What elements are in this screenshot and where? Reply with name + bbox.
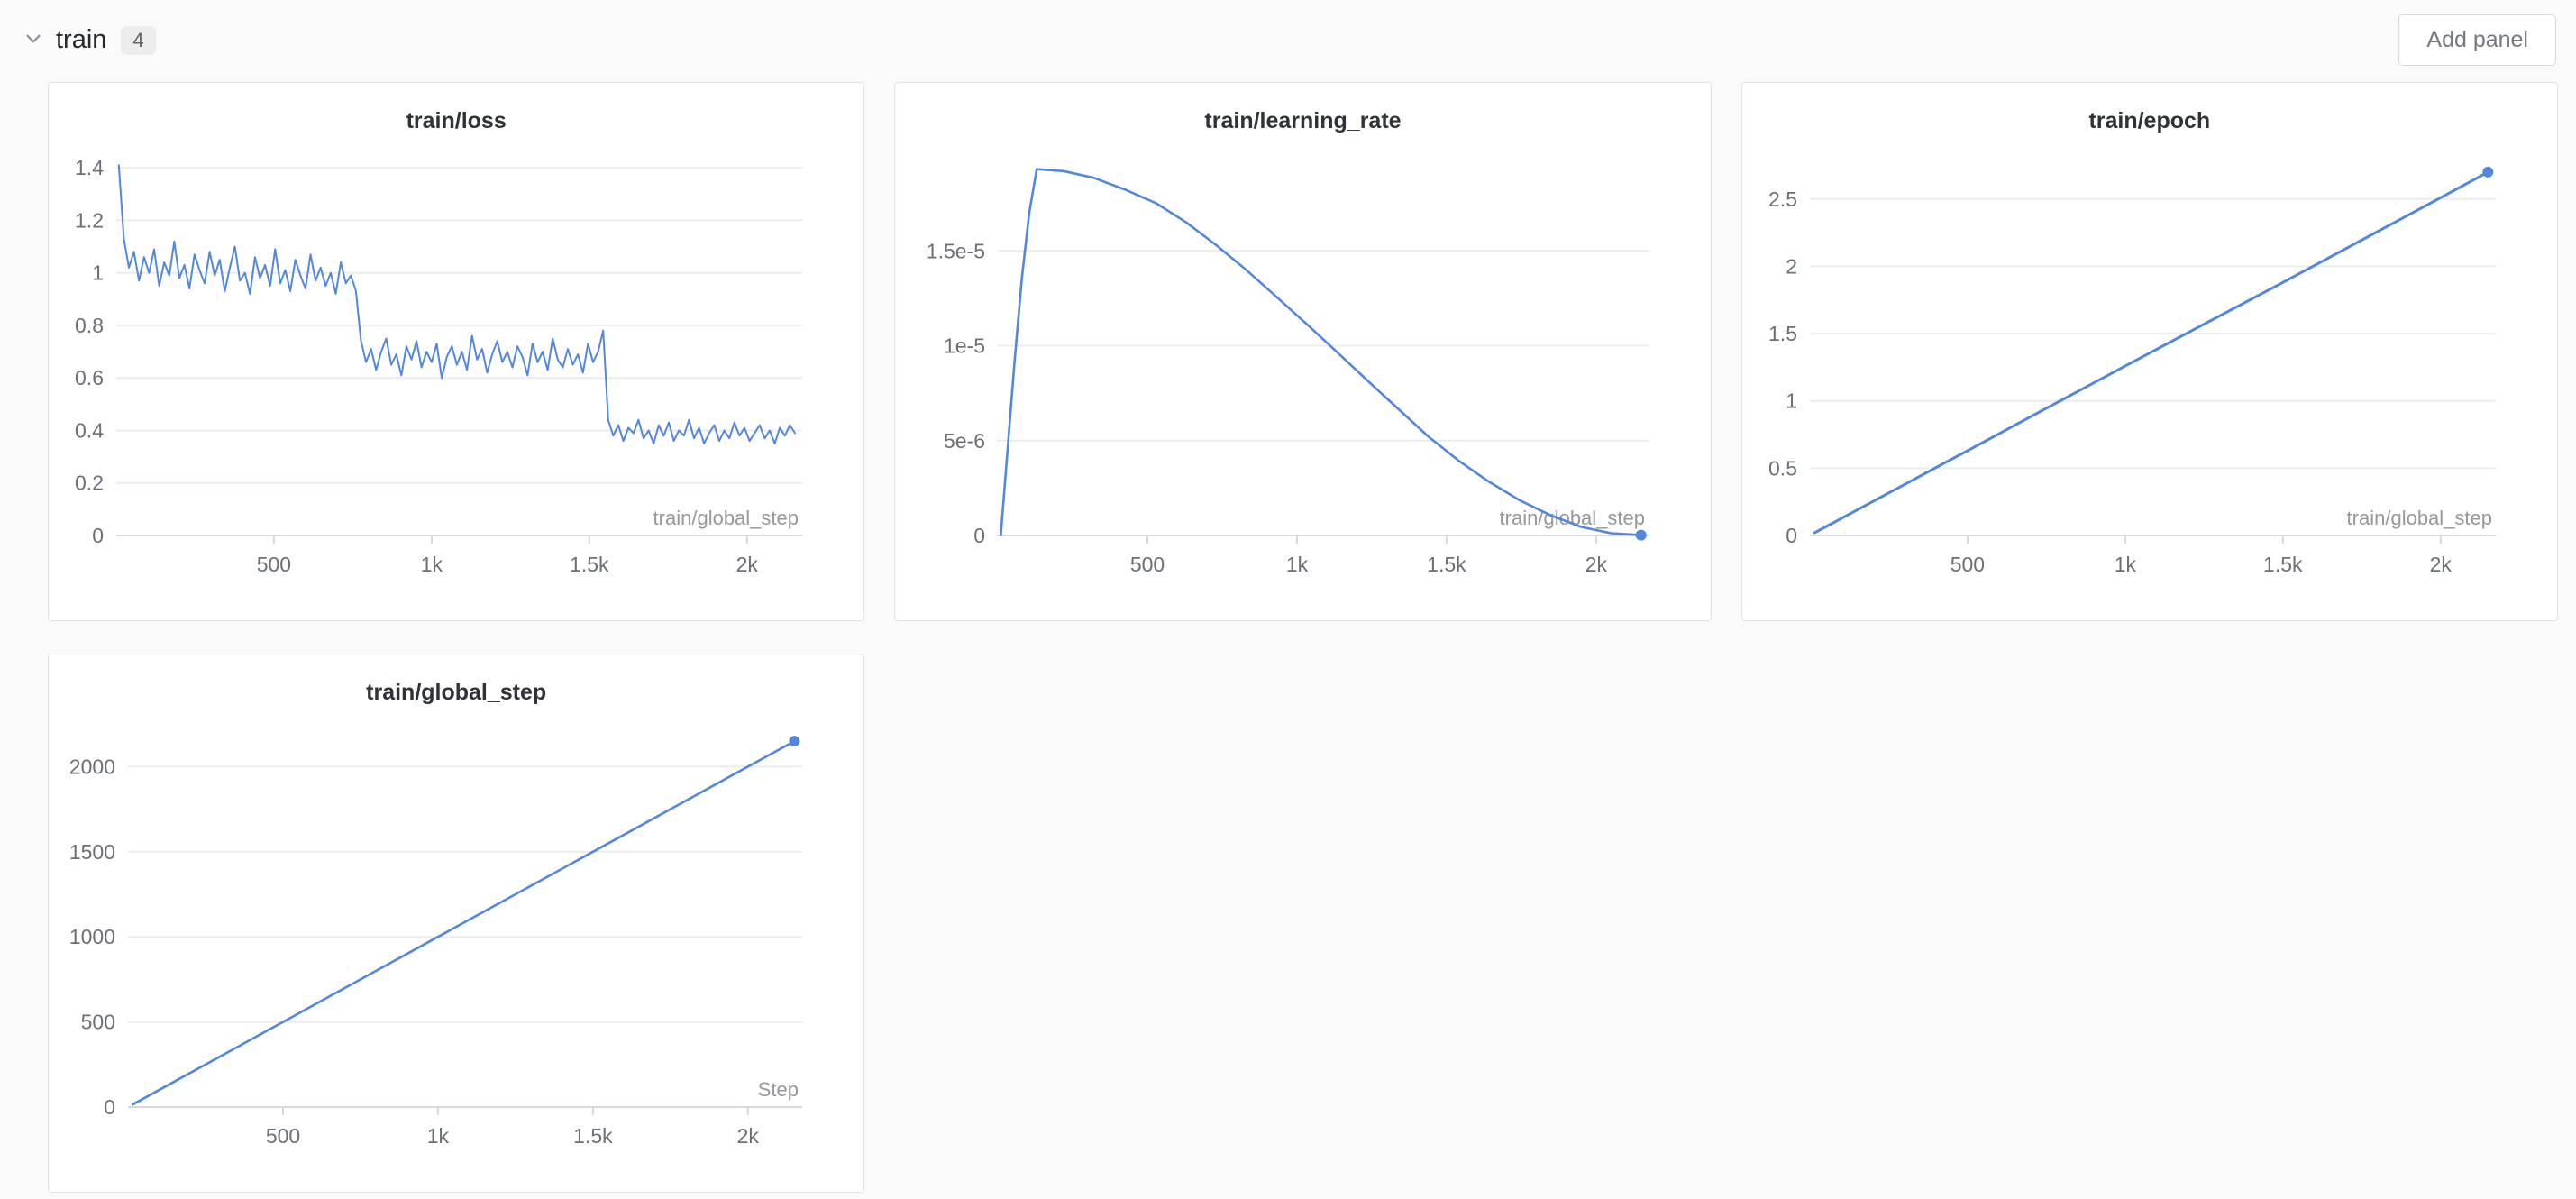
svg-text:0.5: 0.5 — [1768, 456, 1797, 480]
svg-text:2k: 2k — [736, 553, 759, 576]
panel-train-epoch: train/epoch 0 0.5 1 1.5 2 2.5 500 1k 1.5k 2k train… — [1740, 82, 2558, 621]
panel-grid: train/loss 0 0.2 0.4 0.6 0.8 1 1.2 1.4 500 1k 1.5k… — [0, 77, 2576, 1193]
svg-text:2000: 2000 — [69, 755, 115, 778]
svg-text:0: 0 — [104, 1095, 115, 1119]
svg-text:1.2: 1.2 — [75, 208, 104, 232]
svg-text:0: 0 — [92, 524, 104, 547]
panel-train-learning-rate: train/learning_rate 0 5e-6 1e-5 1.5e-5 500 1k… — [894, 82, 1712, 621]
svg-text:0.2: 0.2 — [75, 471, 104, 495]
chart-train-loss[interactable]: 0 0.2 0.4 0.6 0.8 1 1.2 1.4 500 1k 1.5k 2k train/glo… — [58, 142, 854, 608]
section-header: train 4 Add panel — [0, 0, 2576, 77]
svg-text:1.5e-5: 1.5e-5 — [927, 239, 985, 262]
svg-text:0.4: 0.4 — [75, 419, 104, 443]
svg-text:2: 2 — [1786, 254, 1797, 278]
add-panel-button[interactable]: Add panel — [2398, 14, 2556, 66]
svg-text:1k: 1k — [2114, 553, 2136, 576]
svg-text:1.5: 1.5 — [1768, 322, 1797, 345]
svg-text:1k: 1k — [427, 1124, 450, 1148]
svg-text:1.5k: 1.5k — [1427, 553, 1466, 576]
svg-text:1: 1 — [1786, 389, 1797, 413]
svg-text:1.5k: 1.5k — [2263, 553, 2303, 576]
panel-title: train/global_step — [366, 680, 547, 705]
panel-title: train/loss — [406, 108, 507, 133]
svg-text:500: 500 — [257, 553, 291, 576]
panel-train-loss: train/loss 0 0.2 0.4 0.6 0.8 1 1.2 1.4 500 1k 1.5k… — [48, 82, 865, 621]
svg-text:2k: 2k — [2429, 553, 2452, 576]
svg-text:1e-5: 1e-5 — [944, 334, 985, 358]
svg-text:train/global_step: train/global_step — [2346, 507, 2491, 529]
section-title: train — [56, 25, 107, 54]
svg-text:1k: 1k — [421, 553, 443, 576]
chart-train-global-step[interactable]: 0 500 1000 1500 2000 500 1k 1.5k 2k Step — [58, 713, 854, 1179]
svg-text:0: 0 — [1786, 524, 1797, 547]
panel-title: train/epoch — [2088, 108, 2211, 133]
chart-train-epoch[interactable]: 0 0.5 1 1.5 2 2.5 500 1k 1.5k 2k train/global_step — [1751, 142, 2548, 608]
svg-text:2k: 2k — [1585, 553, 1608, 576]
svg-text:1.5k: 1.5k — [570, 553, 609, 576]
chart-train-learning-rate[interactable]: 0 5e-6 1e-5 1.5e-5 500 1k 1.5k 2k train/global_s… — [904, 142, 1701, 608]
svg-text:1k: 1k — [1286, 553, 1309, 576]
svg-text:500: 500 — [1950, 553, 1984, 576]
svg-text:1: 1 — [92, 261, 104, 285]
svg-text:5e-6: 5e-6 — [944, 429, 985, 453]
svg-text:500: 500 — [266, 1124, 300, 1148]
svg-text:0.6: 0.6 — [75, 366, 104, 389]
panel-title: train/learning_rate — [1204, 108, 1402, 133]
svg-text:Step: Step — [758, 1078, 799, 1101]
svg-text:1500: 1500 — [69, 840, 115, 864]
svg-text:500: 500 — [81, 1011, 115, 1034]
svg-text:0.8: 0.8 — [75, 314, 104, 337]
svg-text:train/global_step: train/global_step — [1500, 507, 1645, 529]
svg-text:train/global_step: train/global_step — [653, 507, 799, 529]
svg-text:0: 0 — [974, 524, 986, 547]
panel-count-badge: 4 — [121, 25, 156, 55]
svg-text:500: 500 — [1130, 553, 1165, 576]
svg-text:2.5: 2.5 — [1768, 188, 1797, 211]
svg-text:1.4: 1.4 — [75, 156, 104, 179]
panel-train-global-step: train/global_step 0 500 1000 1500 2000 500 1k 1… — [48, 654, 865, 1193]
svg-text:1000: 1000 — [69, 925, 115, 948]
svg-text:1.5k: 1.5k — [573, 1124, 613, 1148]
chevron-down-icon — [22, 27, 45, 53]
svg-text:2k: 2k — [737, 1124, 760, 1148]
section-collapse-button[interactable] — [22, 27, 45, 53]
